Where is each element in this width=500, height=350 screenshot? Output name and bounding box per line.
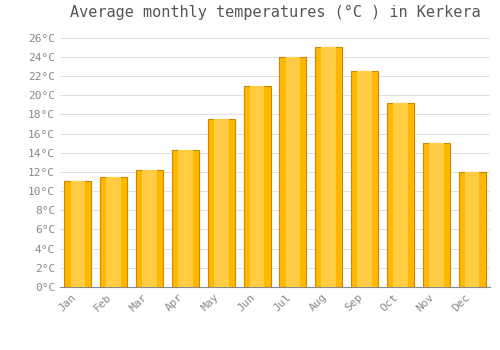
Bar xyxy=(286,57,300,287)
Bar xyxy=(458,172,485,287)
Bar xyxy=(393,103,408,287)
Bar xyxy=(64,182,92,287)
Bar xyxy=(106,177,121,287)
Bar xyxy=(351,71,378,287)
Bar xyxy=(136,170,163,287)
Bar xyxy=(316,47,342,287)
Bar xyxy=(250,85,264,287)
Bar xyxy=(322,47,336,287)
Bar xyxy=(142,170,157,287)
Bar xyxy=(178,150,193,287)
Bar xyxy=(208,119,234,287)
Bar xyxy=(172,150,199,287)
Bar xyxy=(70,182,86,287)
Bar xyxy=(214,119,228,287)
Bar xyxy=(387,103,414,287)
Bar xyxy=(244,85,270,287)
Bar xyxy=(423,143,450,287)
Bar xyxy=(357,71,372,287)
Bar xyxy=(100,177,127,287)
Title: Average monthly temperatures (°C ) in Kerkera: Average monthly temperatures (°C ) in Ke… xyxy=(70,5,480,20)
Bar xyxy=(429,143,444,287)
Bar xyxy=(280,57,306,287)
Bar xyxy=(464,172,479,287)
